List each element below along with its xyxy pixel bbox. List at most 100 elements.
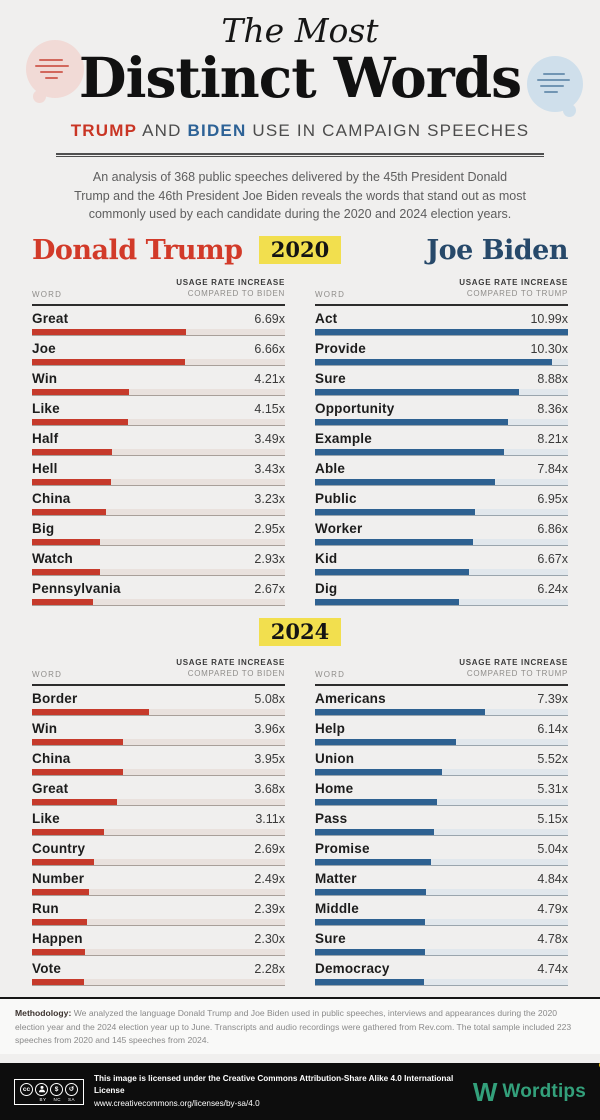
usage-bar-track (315, 598, 568, 606)
usage-bar-track (32, 829, 285, 837)
table-row: Promise 5.04x (315, 842, 568, 867)
table-row: Pass 5.15x (315, 811, 568, 837)
usage-value: 4.21x (254, 371, 285, 386)
column-headers: WORD USAGE RATE INCREASE COMPARED TO TRU… (315, 657, 568, 687)
word-label: Like (32, 400, 60, 416)
usage-bar-track (315, 328, 568, 336)
year-badge-2024: 2024 (258, 617, 342, 646)
title-line-1: The Most (221, 11, 379, 50)
usage-bar (315, 799, 438, 806)
usage-bar (32, 859, 94, 866)
column-headers: WORD USAGE RATE INCREASE COMPARED TO TRU… (315, 277, 568, 306)
usage-bar (315, 388, 520, 395)
usage-value: 3.68x (254, 782, 285, 797)
usage-bar (32, 538, 100, 545)
word-label: Win (32, 370, 58, 386)
candidate-name-trump: Donald Trump (32, 234, 243, 266)
subtitle-biden: BIDEN (187, 121, 247, 141)
usage-bar (315, 478, 496, 485)
usage-bar-track (32, 508, 285, 516)
methodology-label: Methodology: (15, 1008, 72, 1019)
word-label: Border (32, 691, 78, 707)
word-label: Happen (32, 931, 83, 947)
word-label: Democracy (315, 961, 390, 977)
word-label: Worker (315, 520, 363, 536)
usage-bar (32, 919, 87, 926)
section-2024: 2024 WORD USAGE RATE INCREASE COMPARED T… (0, 606, 600, 987)
word-label: Vote (32, 961, 62, 977)
page-title: Distinct Words (78, 44, 522, 110)
table-row: Great 6.69x (32, 310, 285, 336)
intro-text: An analysis of 368 public speeches deliv… (74, 170, 526, 222)
usage-value: 2.39x (254, 902, 285, 917)
word-label: Great (32, 310, 69, 326)
usage-value: 6.67x (537, 551, 568, 566)
word-label: Pennsylvania (32, 580, 121, 596)
usage-bar-track (32, 478, 285, 486)
column-headers: WORD USAGE RATE INCREASE COMPARED TO BID… (32, 277, 285, 306)
usage-value: 5.52x (537, 752, 568, 767)
header: The Most Distinct Words TRUMP AND BIDEN … (0, 0, 600, 224)
usage-bar-track (32, 328, 285, 336)
word-label: Provide (315, 340, 366, 356)
usage-bar (315, 538, 473, 545)
table-row: Watch 2.93x (32, 551, 285, 576)
word-label: China (32, 751, 71, 767)
usage-bar-track (315, 388, 568, 396)
word-label: Great (32, 781, 69, 797)
subtitle-rest: USE IN CAMPAIGN SPEECHES (246, 121, 530, 141)
word-label: Union (315, 751, 355, 767)
usage-value: 3.23x (254, 491, 285, 506)
usage-value: 6.95x (537, 491, 568, 506)
usage-value: 2.95x (254, 521, 285, 536)
usage-bar-track (32, 739, 285, 747)
table-row: China 3.23x (32, 491, 285, 516)
usage-bar (32, 478, 111, 485)
subtitle: TRUMP AND BIDEN USE IN CAMPAIGN SPEECHES (0, 121, 600, 141)
usage-value: 2.28x (254, 962, 285, 977)
usage-bar-track (32, 769, 285, 777)
table-row: Win 4.21x (32, 370, 285, 396)
column-header-word: WORD (32, 289, 63, 299)
column-header-word: WORD (315, 289, 346, 299)
table-row: Like 4.15x (32, 400, 285, 426)
usage-bar-track (32, 949, 285, 957)
usage-bar (32, 889, 90, 896)
year-badge-2020: 2020 (258, 236, 342, 265)
usage-value: 3.96x (254, 722, 285, 737)
panels-2020: WORD USAGE RATE INCREASE COMPARED TO BID… (0, 277, 600, 606)
word-label: Kid (315, 550, 338, 566)
usage-bar (315, 358, 553, 365)
table-row: Big 2.95x (32, 521, 285, 546)
usage-bar-track (315, 859, 568, 867)
column-headers: WORD USAGE RATE INCREASE COMPARED TO BID… (32, 657, 285, 687)
word-label: Number (32, 871, 85, 887)
usage-value: 4.15x (254, 401, 285, 416)
table-row: Public 6.95x (315, 491, 568, 516)
usage-bar (315, 418, 508, 425)
word-label: Like (32, 811, 60, 827)
usage-bar-track (315, 709, 568, 717)
subtitle-trump: TRUMP (70, 121, 138, 141)
usage-bar (32, 979, 85, 986)
table-row: Happen 2.30x (32, 931, 285, 957)
cc-by-person-icon (35, 1082, 48, 1096)
license-url: www.creativecommons.org/licenses/by-sa/4… (94, 1098, 260, 1108)
table-row: Americans 7.39x (315, 692, 568, 717)
table-row: Number 2.49x (32, 871, 285, 897)
table-row: Union 5.52x (315, 751, 568, 777)
usage-value: 2.69x (254, 842, 285, 857)
word-label: Pass (315, 811, 348, 827)
table-row: Dig 6.24x (315, 581, 568, 606)
usage-bar-track (32, 979, 285, 987)
usage-bar (315, 889, 427, 896)
column-header-usage: USAGE RATE INCREASE COMPARED TO TRUMP (459, 277, 568, 298)
column-header-word: WORD (315, 670, 346, 680)
usage-value: 4.74x (537, 962, 568, 977)
usage-bar (315, 769, 442, 776)
usage-value: 4.84x (537, 872, 568, 887)
methodology-note: Methodology: We analyzed the language Do… (0, 997, 600, 1055)
usage-bar-track (315, 739, 568, 747)
section-2020: Donald Trump 2020 Joe Biden WORD USAGE R… (0, 224, 600, 606)
usage-bar (32, 358, 186, 365)
